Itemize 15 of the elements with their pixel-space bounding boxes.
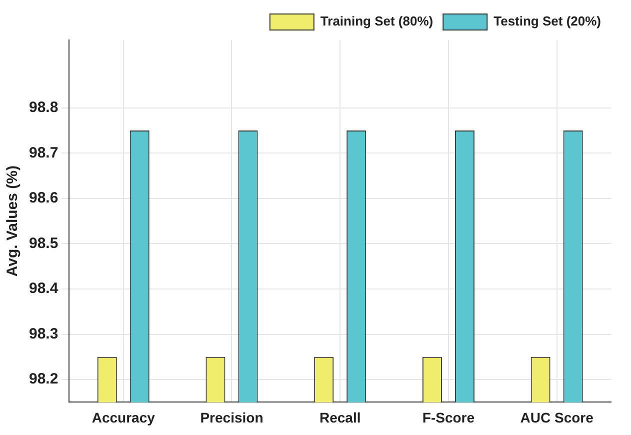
y-tick-label: 98.5: [28, 234, 58, 252]
x-tick-label: Recall: [319, 409, 361, 426]
y-tick-label: 98.3: [28, 325, 58, 342]
y-tick-label: 98.4: [28, 280, 59, 298]
y-axis-title: Avg. Values (%): [4, 166, 22, 277]
x-tick-label: AUC Score: [520, 409, 594, 426]
legend-label: Testing Set (20%): [494, 14, 601, 29]
y-tick-label: 98.2: [28, 370, 58, 388]
legend-label: Training Set (80%): [320, 14, 434, 29]
y-tick-label: 98.7: [28, 144, 58, 162]
y-tick-label: 98.6: [28, 190, 58, 207]
y-tick-label: 98.8: [28, 99, 58, 116]
x-tick-label: F-Score: [422, 409, 475, 426]
x-tick-label: Precision: [200, 409, 264, 426]
x-tick-label: Accuracy: [92, 409, 156, 426]
